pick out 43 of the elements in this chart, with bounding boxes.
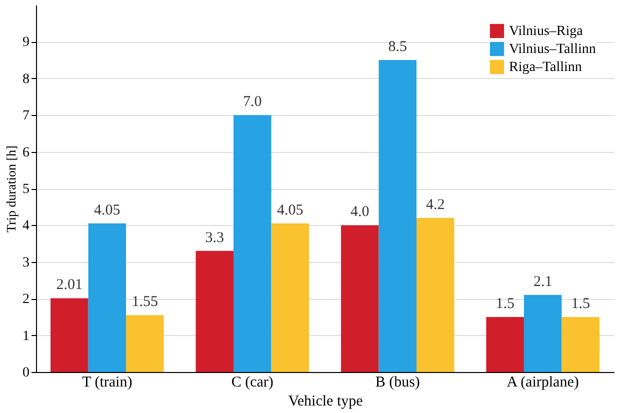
bar bbox=[378, 60, 416, 372]
data-label: 4.05 bbox=[277, 202, 304, 218]
y-tick-label: 0 bbox=[22, 366, 30, 380]
data-label: 7.0 bbox=[243, 94, 262, 110]
data-label: 8.5 bbox=[388, 39, 407, 56]
data-label: 3.3 bbox=[205, 230, 224, 246]
legend-label: Vilnius–Riga bbox=[509, 24, 584, 39]
bar bbox=[234, 115, 272, 372]
bar bbox=[340, 225, 379, 372]
legend-label: Riga–Tallinn bbox=[509, 60, 582, 75]
x-tick-label: B (bus) bbox=[375, 374, 420, 390]
y-tick-label: 7 bbox=[22, 108, 30, 124]
bar bbox=[524, 294, 562, 372]
y-axis-title: Trip duration [h] bbox=[4, 146, 18, 232]
bar bbox=[196, 250, 234, 372]
bar bbox=[50, 298, 88, 372]
x-axis-title: Vehicle type bbox=[288, 394, 364, 410]
data-label: 1.55 bbox=[132, 294, 158, 310]
data-label: 4.0 bbox=[350, 204, 370, 220]
data-label: 1.5 bbox=[571, 296, 590, 312]
data-label: 2.1 bbox=[533, 274, 552, 290]
bar bbox=[562, 316, 600, 372]
bar bbox=[416, 218, 454, 372]
bar bbox=[88, 223, 126, 372]
bar bbox=[271, 223, 310, 372]
bar bbox=[126, 315, 164, 372]
bar bbox=[486, 316, 524, 372]
y-tick-label: 1 bbox=[22, 328, 30, 344]
y-tick-label: 8 bbox=[22, 72, 30, 87]
y-tick-label: 5 bbox=[22, 182, 30, 197]
legend-label: Vilnius–Tallinn bbox=[509, 42, 596, 57]
data-label: 4.05 bbox=[94, 202, 120, 218]
y-tick-label: 4 bbox=[22, 218, 30, 234]
y-tick-label: 2 bbox=[22, 292, 30, 308]
x-tick-label: C (car) bbox=[231, 374, 274, 390]
data-label: 4.2 bbox=[426, 196, 445, 213]
x-tick-label: A (airplane) bbox=[506, 374, 579, 390]
y-tick-label: 3 bbox=[22, 255, 30, 270]
x-tick-label: T (train) bbox=[82, 374, 132, 390]
data-label: 2.01 bbox=[56, 277, 83, 294]
y-tick-label: 9 bbox=[22, 35, 30, 50]
data-label: 1.5 bbox=[496, 296, 514, 312]
y-tick-label: 6 bbox=[22, 145, 30, 160]
